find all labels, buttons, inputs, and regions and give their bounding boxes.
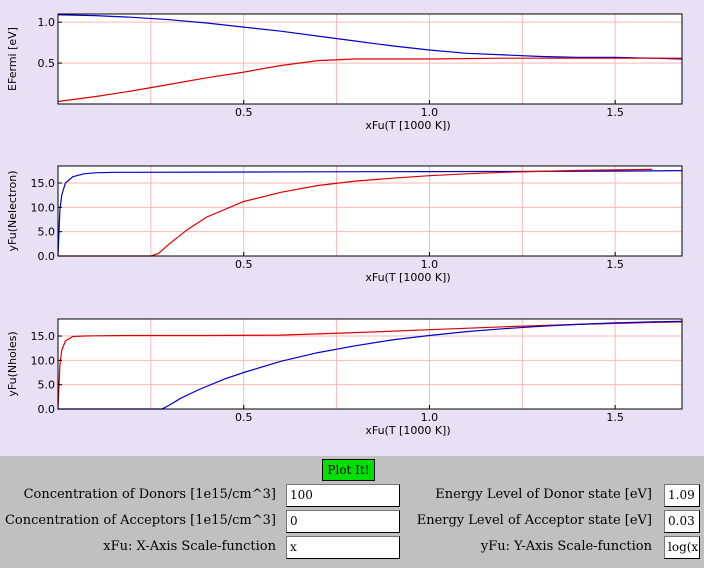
x-scale-function-label: xFu: X-Axis Scale-function <box>103 539 276 554</box>
hole-density-chart-svg: 0.5 1.0 1.5 0.0 5.0 10.0 15.0 xFu(T [1000 K]) yF… <box>6 318 683 437</box>
x-axis-label: xFu(T [1000 K]) <box>365 271 450 284</box>
x-axis-label: xFu(T [1000 K]) <box>365 119 450 132</box>
plot-area <box>58 166 682 256</box>
fermi-energy-chart: 0.5 1.0 1.5 0.5 1.0 xFu(T [1000 K]) EFermi [eV… <box>0 8 704 138</box>
plot-frame <box>57 13 683 105</box>
y-tick-label: 10.0 <box>31 201 56 214</box>
electron-density-chart: 0.5 1.0 1.5 0.0 5.0 10.0 15.0 xFu(T [1000 K]) yF… <box>0 160 704 290</box>
x-tick-label: 0.5 <box>235 258 253 271</box>
electron-density-chart-svg: 0.5 1.0 1.5 0.0 5.0 10.0 15.0 xFu(T [1000 K]) yF… <box>6 165 683 284</box>
acceptor-energy-input[interactable]: 0.03 <box>664 510 700 533</box>
donor-concentration-label: Concentration of Donors [1e15/cm^3] <box>23 487 276 502</box>
series-line <box>57 14 683 60</box>
x-tick-label: 1.5 <box>606 106 624 119</box>
plot-frame <box>57 165 683 257</box>
y-tick-label: 5.0 <box>38 379 56 392</box>
control-panel: Plot It! Concentration of Donors [1e15/c… <box>0 456 704 568</box>
x-tick-label: 1.0 <box>421 106 439 119</box>
x-axis-label: xFu(T [1000 K]) <box>365 424 450 437</box>
series-line <box>58 320 683 410</box>
y-scale-function-input[interactable]: log(x <box>664 536 700 559</box>
donor-energy-label: Energy Level of Donor state [eV] <box>435 487 652 502</box>
y-tick-label: 15.0 <box>31 330 56 343</box>
series-line <box>57 170 683 257</box>
plot-area <box>58 319 682 409</box>
y-tick-label: 10.0 <box>31 354 56 367</box>
acceptor-energy-label: Energy Level of Acceptor state [eV] <box>416 513 652 528</box>
x-tick-label: 1.0 <box>421 411 439 424</box>
y-scale-function-label: yFu: Y-Axis Scale-function <box>480 539 652 554</box>
x-tick-label: 1.5 <box>606 411 624 424</box>
y-tick-label: 0.0 <box>38 403 56 416</box>
plot-button[interactable]: Plot It! <box>322 459 375 481</box>
y-tick-label: 15.0 <box>31 177 56 190</box>
hole-density-chart: 0.5 1.0 1.5 0.0 5.0 10.0 15.0 xFu(T [1000 K]) yF… <box>0 313 704 443</box>
x-tick-label: 0.5 <box>235 106 253 119</box>
acceptor-concentration-label: Concentration of Acceptors [1e15/cm^3] <box>4 513 276 528</box>
x-tick-label: 1.0 <box>421 258 439 271</box>
y-tick-label: 5.0 <box>38 226 56 239</box>
y-tick-label: 1.0 <box>38 16 56 29</box>
y-tick-label: 0.5 <box>38 57 56 70</box>
x-tick-label: 1.5 <box>606 258 624 271</box>
y-axis-label: yFu(Nelectron) <box>6 171 19 252</box>
y-tick-label: 0.0 <box>38 250 56 263</box>
plot-frame <box>57 318 683 410</box>
series-line <box>57 57 682 103</box>
series-line <box>57 321 683 410</box>
donor-concentration-input[interactable]: 100 <box>286 484 400 507</box>
donor-energy-input[interactable]: 1.09 <box>664 484 700 507</box>
x-tick-label: 0.5 <box>235 411 253 424</box>
acceptor-concentration-input[interactable]: 0 <box>286 510 400 533</box>
series-line <box>58 168 653 257</box>
x-scale-function-input[interactable]: x <box>286 536 400 559</box>
y-axis-label: EFermi [eV] <box>6 27 19 91</box>
y-axis-label: yFu(Nholes) <box>6 331 19 396</box>
